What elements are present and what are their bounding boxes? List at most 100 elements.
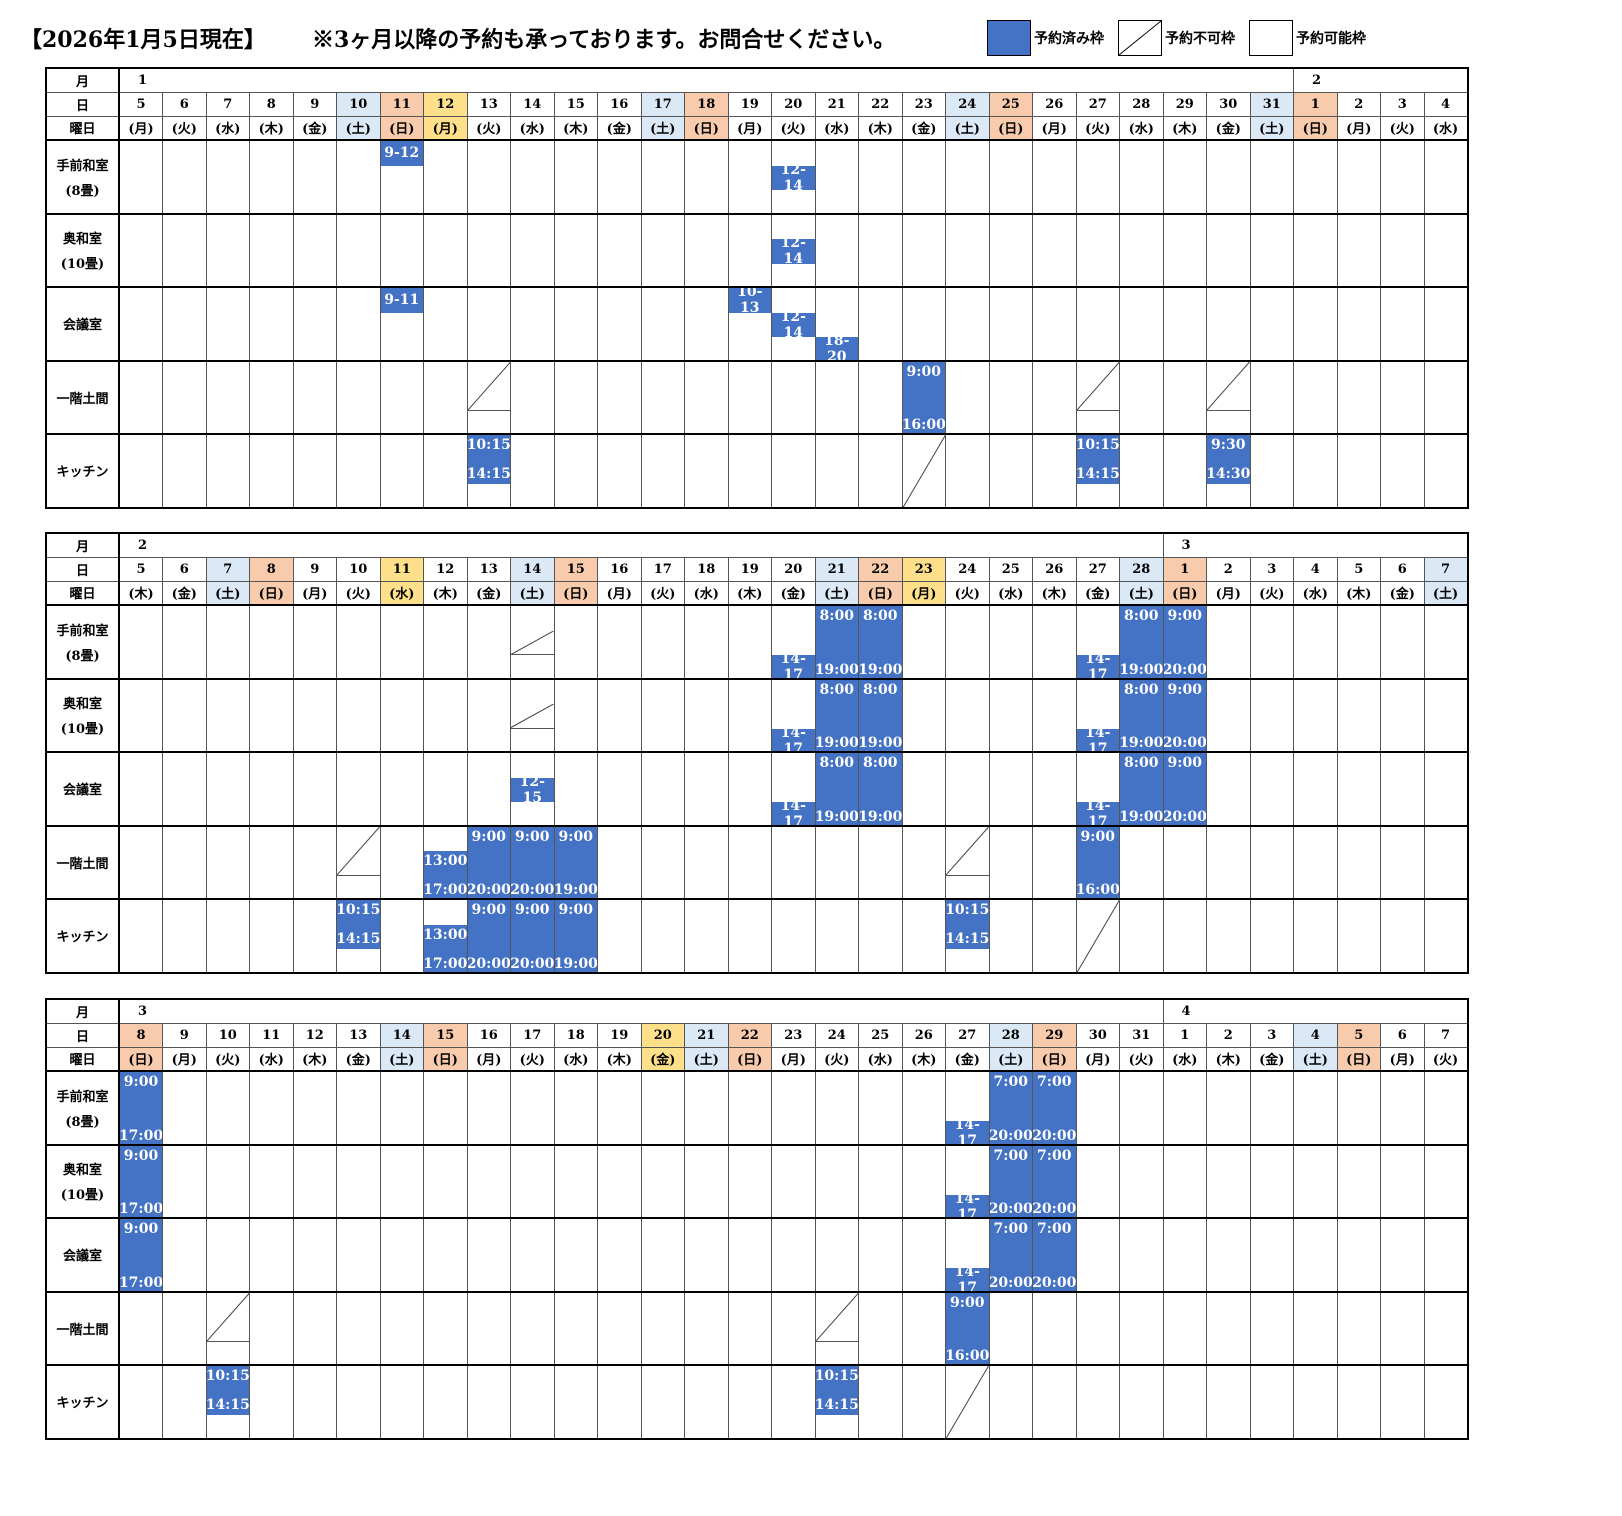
slot-cell[interactable]: 9:00 20:00 <box>466 824 511 900</box>
slot-cell[interactable] <box>205 359 250 435</box>
booked-slot[interactable]: 8:00 19:00 <box>1120 680 1163 752</box>
booked-slot[interactable]: 9:00 16:00 <box>946 1293 989 1365</box>
slot-cell[interactable]: 7:00 20:00 <box>988 1217 1033 1292</box>
slot-cell[interactable] <box>205 1290 250 1366</box>
slot-cell[interactable] <box>423 139 468 214</box>
slot-cell[interactable]: 10:15 14:15 <box>205 1364 250 1439</box>
slot-cell[interactable] <box>553 1070 598 1145</box>
slot-cell[interactable] <box>1380 677 1425 753</box>
slot-cell[interactable] <box>510 677 555 753</box>
slot-cell[interactable] <box>1293 824 1338 900</box>
slot-cell[interactable] <box>597 139 642 214</box>
slot-cell[interactable] <box>1249 212 1294 288</box>
slot-cell[interactable] <box>684 1217 729 1292</box>
slot-cell[interactable] <box>249 212 294 288</box>
slot-cell[interactable] <box>1119 433 1164 508</box>
booked-slot[interactable]: 8:00 19:00 <box>815 606 858 678</box>
booked-slot[interactable]: 14-17 <box>772 798 815 825</box>
slot-cell[interactable] <box>814 1143 859 1219</box>
slot-cell[interactable] <box>727 1143 772 1219</box>
booked-slot[interactable]: 9-11 <box>380 288 423 313</box>
slot-cell[interactable] <box>1206 898 1251 973</box>
booked-slot[interactable]: 7:00 20:00 <box>989 1072 1032 1144</box>
slot-cell[interactable] <box>727 1070 772 1145</box>
slot-cell[interactable] <box>423 751 468 826</box>
slot-cell[interactable] <box>988 898 1033 973</box>
slot-cell[interactable] <box>1032 898 1077 973</box>
slot-cell[interactable] <box>1206 139 1251 214</box>
slot-cell[interactable] <box>1206 604 1251 679</box>
slot-cell[interactable] <box>1119 212 1164 288</box>
slot-cell[interactable] <box>1032 433 1077 508</box>
slot-cell[interactable] <box>379 751 424 826</box>
slot-cell[interactable] <box>249 286 294 361</box>
slot-cell[interactable] <box>727 1290 772 1366</box>
slot-cell[interactable]: 9:00 16:00 <box>1075 824 1120 900</box>
slot-cell[interactable]: 14-17 <box>1075 604 1120 679</box>
slot-cell[interactable]: 9:00 17:00 <box>118 1217 163 1292</box>
slot-cell[interactable] <box>249 1143 294 1219</box>
slot-cell[interactable] <box>553 1143 598 1219</box>
slot-cell[interactable] <box>988 139 1033 214</box>
slot-cell[interactable] <box>466 604 511 679</box>
slot-cell[interactable] <box>901 1143 946 1219</box>
slot-cell[interactable] <box>684 139 729 214</box>
slot-cell[interactable] <box>640 359 685 435</box>
slot-cell[interactable] <box>510 286 555 361</box>
booked-slot[interactable]: 14-17 <box>772 725 815 752</box>
slot-cell[interactable] <box>1423 677 1468 753</box>
slot-cell[interactable]: 14-17 <box>1075 677 1120 753</box>
slot-cell[interactable] <box>988 604 1033 679</box>
slot-cell[interactable] <box>379 1364 424 1439</box>
slot-cell[interactable] <box>858 1364 903 1439</box>
slot-cell[interactable] <box>1293 212 1338 288</box>
booked-slot[interactable]: 10:15 14:15 <box>337 900 380 949</box>
slot-cell[interactable] <box>1075 1364 1120 1439</box>
slot-cell[interactable] <box>640 604 685 679</box>
booked-slot[interactable]: 9:00 16:00 <box>1076 827 1119 899</box>
slot-cell[interactable] <box>640 1290 685 1366</box>
slot-cell[interactable] <box>1249 1070 1294 1145</box>
slot-cell[interactable] <box>205 433 250 508</box>
slot-cell[interactable] <box>597 1070 642 1145</box>
booked-slot[interactable]: 14-17 <box>1076 725 1119 752</box>
slot-cell[interactable] <box>553 677 598 753</box>
slot-cell[interactable] <box>597 604 642 679</box>
slot-cell[interactable]: 10:15 14:15 <box>814 1364 859 1439</box>
slot-cell[interactable] <box>1032 139 1077 214</box>
booked-slot[interactable]: 9:00 17:00 <box>120 1219 162 1291</box>
slot-cell[interactable] <box>858 824 903 900</box>
booked-slot[interactable]: 9:00 19:00 <box>554 900 597 972</box>
slot-cell[interactable] <box>1423 1290 1468 1366</box>
slot-cell[interactable] <box>292 433 337 508</box>
slot-cell[interactable] <box>684 677 729 753</box>
slot-cell[interactable]: 9:00 19:00 <box>553 898 598 973</box>
slot-cell[interactable] <box>1423 898 1468 973</box>
booked-slot[interactable]: 14-17 <box>946 1117 989 1144</box>
slot-cell[interactable] <box>118 1364 163 1439</box>
slot-cell[interactable] <box>1119 824 1164 900</box>
booked-slot[interactable]: 8:00 19:00 <box>1120 606 1163 678</box>
slot-cell[interactable]: 12-14 <box>771 212 816 288</box>
slot-cell[interactable] <box>118 359 163 435</box>
slot-cell[interactable] <box>1032 286 1077 361</box>
slot-cell[interactable] <box>205 677 250 753</box>
slot-cell[interactable] <box>1249 1364 1294 1439</box>
slot-cell[interactable] <box>597 1143 642 1219</box>
slot-cell[interactable] <box>162 359 207 435</box>
slot-cell[interactable] <box>1380 1217 1425 1292</box>
slot-cell[interactable] <box>249 359 294 435</box>
slot-cell[interactable] <box>205 1143 250 1219</box>
slot-cell[interactable] <box>205 286 250 361</box>
slot-cell[interactable] <box>1293 1217 1338 1292</box>
slot-cell[interactable] <box>597 212 642 288</box>
slot-cell[interactable] <box>1380 824 1425 900</box>
slot-cell[interactable] <box>553 1290 598 1366</box>
slot-cell[interactable] <box>597 1217 642 1292</box>
booked-slot[interactable]: 9:00 20:00 <box>467 900 510 972</box>
slot-cell[interactable] <box>118 212 163 288</box>
slot-cell[interactable] <box>771 1290 816 1366</box>
slot-cell[interactable] <box>466 359 511 435</box>
slot-cell[interactable] <box>1380 212 1425 288</box>
slot-cell[interactable] <box>1249 751 1294 826</box>
